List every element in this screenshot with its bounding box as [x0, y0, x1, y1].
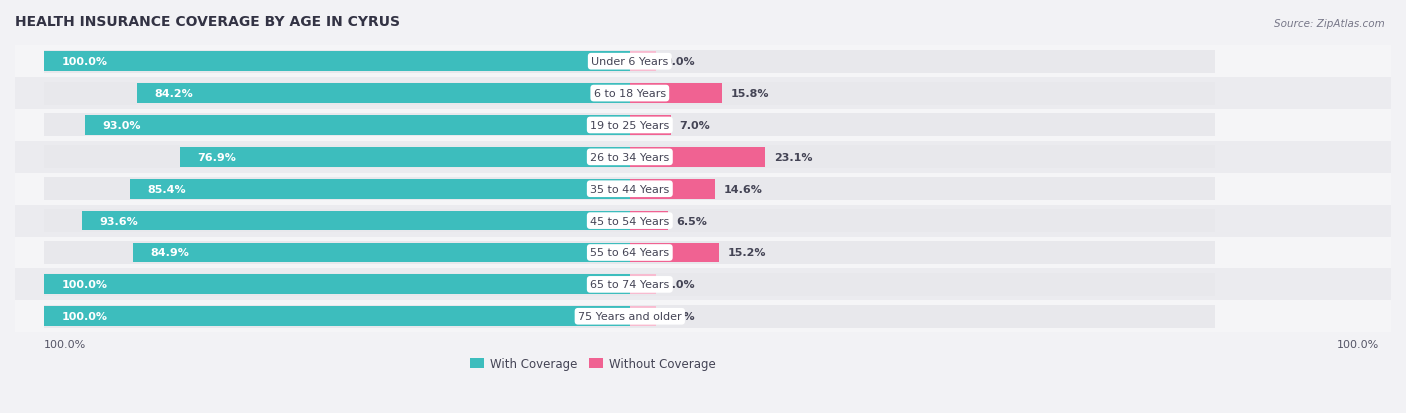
- Bar: [86, 116, 630, 135]
- Bar: [630, 243, 718, 263]
- Text: 26 to 34 Years: 26 to 34 Years: [591, 152, 669, 162]
- Bar: [15, 205, 1391, 237]
- Bar: [44, 273, 1215, 296]
- Text: 100.0%: 100.0%: [44, 339, 87, 349]
- Text: 93.0%: 93.0%: [103, 121, 142, 131]
- Bar: [630, 147, 765, 167]
- Bar: [44, 51, 1215, 74]
- Text: 45 to 54 Years: 45 to 54 Years: [591, 216, 669, 226]
- Text: 65 to 74 Years: 65 to 74 Years: [591, 280, 669, 290]
- Legend: With Coverage, Without Coverage: With Coverage, Without Coverage: [465, 352, 721, 375]
- Text: 0.0%: 0.0%: [665, 57, 696, 67]
- Text: 85.4%: 85.4%: [148, 184, 186, 194]
- Bar: [44, 178, 1215, 201]
- Bar: [630, 52, 657, 72]
- Text: 55 to 64 Years: 55 to 64 Years: [591, 248, 669, 258]
- Bar: [15, 46, 1391, 78]
- Bar: [44, 210, 1215, 233]
- Text: 23.1%: 23.1%: [773, 152, 813, 162]
- Text: 76.9%: 76.9%: [197, 152, 236, 162]
- Bar: [630, 275, 657, 294]
- Text: 14.6%: 14.6%: [724, 184, 763, 194]
- Bar: [44, 275, 630, 294]
- Text: 6.5%: 6.5%: [676, 216, 707, 226]
- Text: 100.0%: 100.0%: [62, 280, 108, 290]
- Text: 15.8%: 15.8%: [731, 89, 769, 99]
- Bar: [630, 116, 671, 135]
- Text: 100.0%: 100.0%: [62, 57, 108, 67]
- Text: 100.0%: 100.0%: [62, 311, 108, 321]
- Bar: [15, 173, 1391, 205]
- Text: 100.0%: 100.0%: [1337, 339, 1379, 349]
- Bar: [630, 179, 716, 199]
- Bar: [15, 110, 1391, 142]
- Bar: [129, 179, 630, 199]
- Bar: [44, 83, 1215, 105]
- Text: 35 to 44 Years: 35 to 44 Years: [591, 184, 669, 194]
- Bar: [15, 142, 1391, 173]
- Bar: [15, 78, 1391, 110]
- Text: 15.2%: 15.2%: [727, 248, 766, 258]
- Bar: [44, 305, 1215, 328]
- Bar: [132, 243, 630, 263]
- Bar: [15, 237, 1391, 269]
- Bar: [15, 269, 1391, 301]
- Bar: [44, 146, 1215, 169]
- Bar: [15, 301, 1391, 332]
- Text: 84.2%: 84.2%: [155, 89, 193, 99]
- Text: 0.0%: 0.0%: [665, 280, 696, 290]
- Text: 6 to 18 Years: 6 to 18 Years: [593, 89, 666, 99]
- Text: 7.0%: 7.0%: [679, 121, 710, 131]
- Bar: [630, 211, 668, 231]
- Text: Source: ZipAtlas.com: Source: ZipAtlas.com: [1274, 19, 1385, 28]
- Text: 0.0%: 0.0%: [665, 311, 696, 321]
- Text: 93.6%: 93.6%: [100, 216, 138, 226]
- Text: 75 Years and older: 75 Years and older: [578, 311, 682, 321]
- Bar: [630, 84, 723, 104]
- Text: 19 to 25 Years: 19 to 25 Years: [591, 121, 669, 131]
- Bar: [136, 84, 630, 104]
- Text: 84.9%: 84.9%: [150, 248, 190, 258]
- Bar: [44, 114, 1215, 137]
- Text: Under 6 Years: Under 6 Years: [591, 57, 668, 67]
- Bar: [44, 306, 630, 326]
- Bar: [82, 211, 630, 231]
- Bar: [630, 306, 657, 326]
- Bar: [180, 147, 630, 167]
- Text: HEALTH INSURANCE COVERAGE BY AGE IN CYRUS: HEALTH INSURANCE COVERAGE BY AGE IN CYRU…: [15, 15, 399, 29]
- Bar: [44, 52, 630, 72]
- Bar: [44, 242, 1215, 264]
